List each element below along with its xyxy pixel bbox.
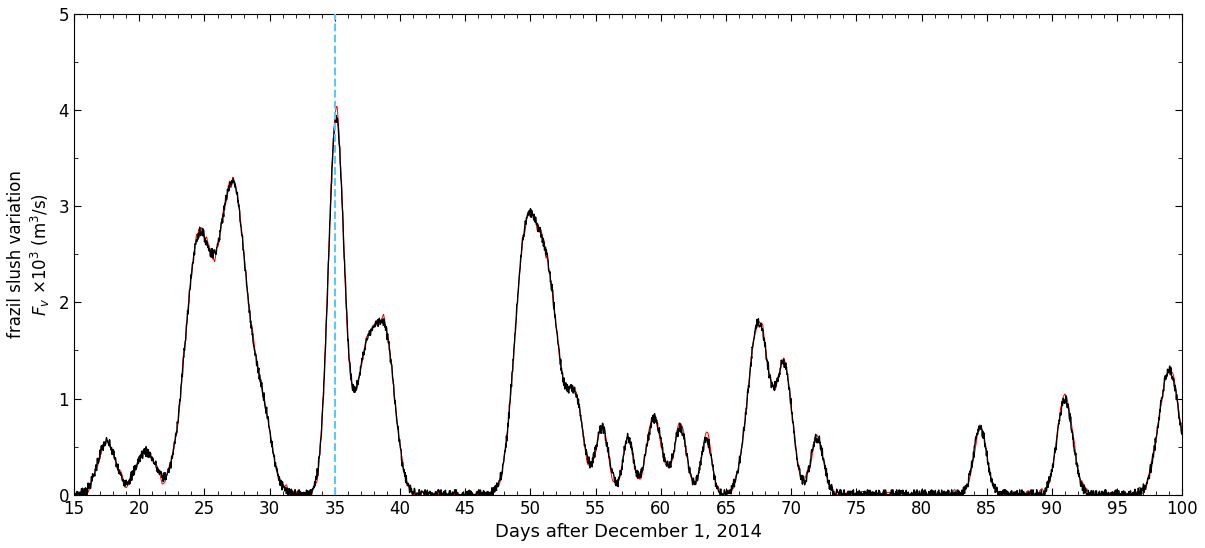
Y-axis label: frazil slush variation
$F_v$ ×10$^3$ (m$^3$/s): frazil slush variation $F_v$ ×10$^3$ (m$… [7,170,52,338]
X-axis label: Days after December 1, 2014: Days after December 1, 2014 [495,523,762,541]
